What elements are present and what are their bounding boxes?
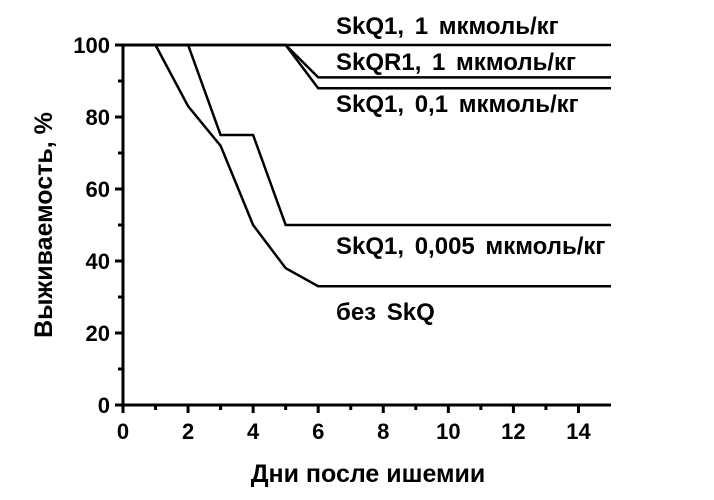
- series-label-skqr1-1: SkQR1, 1 мкмоль/кг: [336, 49, 576, 76]
- x-tick-label: 4: [247, 419, 260, 444]
- y-tick-label: 0: [98, 393, 110, 418]
- x-tick-label: 2: [182, 419, 194, 444]
- series-line-2: [123, 43, 611, 90]
- series-line-3: [123, 43, 611, 227]
- y-tick-label: 80: [86, 105, 110, 130]
- x-tick-label: 8: [377, 419, 389, 444]
- x-tick-label: 6: [312, 419, 324, 444]
- y-axis-title: Выживаемость, %: [30, 112, 58, 338]
- series-layer: [123, 43, 611, 288]
- x-tick-label: 10: [436, 419, 460, 444]
- series-label-no-skq: без SkQ: [336, 299, 435, 326]
- series-label-skq1-0005: SkQ1, 0,005 мкмоль/кг: [336, 233, 605, 260]
- x-axis-title: Дни после ишемии: [251, 460, 486, 488]
- ticks-layer: 0 2 4 6 8 10 12 14 0 20 40 60 80 100: [73, 33, 591, 444]
- x-tick-label: 12: [501, 419, 525, 444]
- y-tick-label: 60: [86, 177, 110, 202]
- y-tick-label: 100: [73, 33, 110, 58]
- series-labels: SkQ1, 1 мкмоль/кг SkQR1, 1 мкмоль/кг SkQ…: [336, 13, 605, 326]
- x-tick-label: 0: [117, 419, 129, 444]
- x-tick-label: 14: [566, 419, 591, 444]
- y-tick-label: 20: [86, 321, 110, 346]
- series-label-skq1-01: SkQ1, 0,1 мкмоль/кг: [336, 91, 579, 118]
- series-line-4: [123, 43, 611, 288]
- y-tick-label: 40: [86, 249, 110, 274]
- series-label-skq1-1: SkQ1, 1 мкмоль/кг: [336, 13, 559, 40]
